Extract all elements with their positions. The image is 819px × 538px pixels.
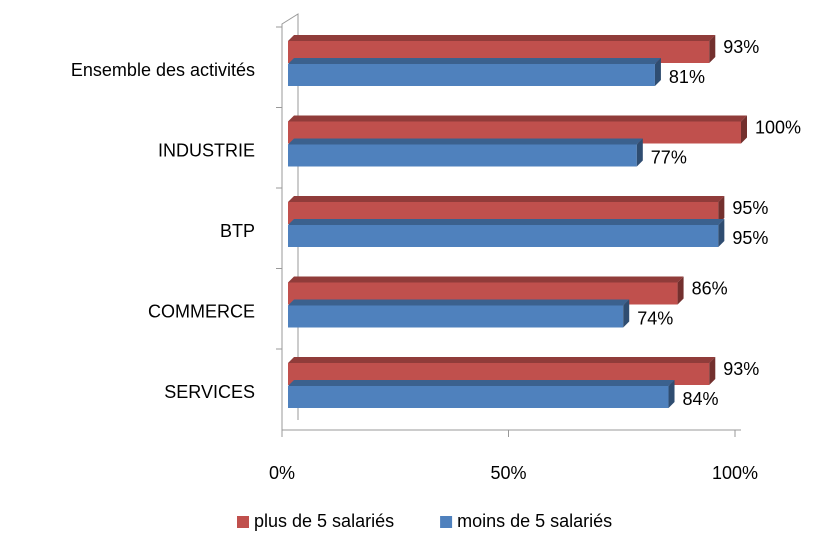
y-tick-label: SERVICES: [164, 382, 255, 402]
bar: [288, 115, 747, 144]
bar: [288, 357, 716, 385]
bar-top: [288, 380, 675, 386]
bar-front: [288, 144, 637, 167]
bar-front: [288, 282, 678, 305]
bar-front: [288, 41, 710, 63]
bar-top: [288, 138, 643, 145]
bar: [288, 138, 643, 167]
bar-top: [288, 357, 716, 363]
bar-front: [288, 305, 624, 328]
bar-end: [709, 35, 716, 63]
bar-front: [288, 225, 719, 247]
bar-front: [288, 121, 741, 144]
x-tick-label: 100%: [712, 463, 758, 483]
bar: [288, 35, 716, 63]
bar: [288, 219, 725, 247]
bar-end: [636, 138, 643, 167]
bar-end: [741, 115, 747, 144]
value-label: 95%: [732, 198, 768, 218]
bar-end: [668, 380, 675, 408]
x-tick-label: 50%: [490, 463, 526, 483]
bar-top: [288, 219, 725, 225]
y-tick-label: Ensemble des activités: [71, 60, 255, 80]
bar-front: [288, 386, 669, 408]
bar-top: [288, 58, 661, 64]
legend-label: plus de 5 salariés: [254, 511, 394, 531]
legend-label: moins de 5 salariés: [457, 511, 612, 531]
value-label: 93%: [723, 359, 759, 379]
value-label: 84%: [683, 389, 719, 409]
y-tick-label: BTP: [220, 221, 255, 241]
bar-end: [677, 276, 684, 305]
bar-top: [288, 276, 684, 283]
bar-top: [288, 115, 747, 122]
bar-front: [288, 363, 710, 385]
bar-top: [288, 299, 630, 306]
value-label: 74%: [637, 308, 673, 328]
bar-top: [288, 35, 716, 41]
y-tick-label: INDUSTRIE: [158, 140, 255, 160]
bar-end: [654, 58, 661, 86]
bar-front: [288, 202, 719, 224]
bar-end: [709, 357, 716, 385]
x-tick-label: 0%: [269, 463, 295, 483]
value-label: 95%: [732, 228, 768, 248]
bar-front: [288, 64, 655, 86]
y-tick-label: COMMERCE: [148, 301, 255, 321]
bar-end: [623, 299, 630, 328]
bar: [288, 58, 661, 86]
bar-end: [718, 196, 725, 224]
value-label: 93%: [723, 37, 759, 57]
bar: [288, 196, 725, 224]
bar: [288, 276, 684, 305]
value-label: 81%: [669, 67, 705, 87]
value-label: 86%: [692, 278, 728, 298]
value-label: 100%: [755, 117, 801, 137]
bar-end: [718, 219, 725, 247]
bar-top: [288, 196, 725, 202]
bar: [288, 299, 630, 328]
value-label: 77%: [651, 147, 687, 167]
legend-swatch: [440, 516, 453, 528]
legend-swatch: [237, 516, 249, 528]
bar: [288, 380, 675, 408]
